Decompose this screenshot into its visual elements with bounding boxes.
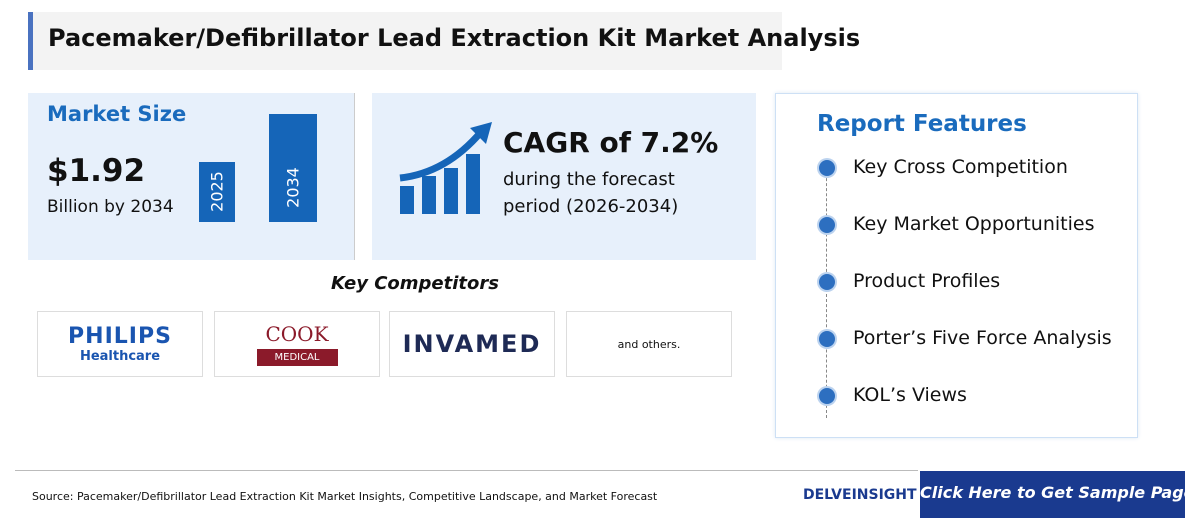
feature: Product Profiles xyxy=(853,270,1001,292)
feature: Key Cross Competition xyxy=(853,156,1068,178)
sample-button[interactable]: Click Here to Get Sample Page xyxy=(920,471,1195,518)
features-panel xyxy=(775,93,1138,438)
brand: DELVEINSIGHT xyxy=(803,487,917,503)
bar xyxy=(269,114,317,222)
bullet xyxy=(819,274,835,290)
cagr-text: during the forecast xyxy=(503,169,675,190)
title: Pacemaker/Defibrillator Lead Extraction … xyxy=(48,24,861,52)
logo-text: MEDICAL xyxy=(256,349,338,366)
market-size-unit: Billion by 2034 xyxy=(47,197,174,217)
title-box xyxy=(28,12,782,70)
logo-text: and others. xyxy=(617,337,681,351)
market-size-heading: Market Size xyxy=(47,102,187,126)
connector xyxy=(826,168,827,418)
feature: KOL’s Views xyxy=(853,384,967,406)
logo: and others. xyxy=(566,311,732,377)
bullet xyxy=(819,217,835,233)
bar-label: 2034 xyxy=(283,167,303,208)
growth-icon xyxy=(399,122,492,214)
logo-text: COOK xyxy=(265,322,329,346)
feature: Key Market Opportunities xyxy=(853,213,1095,235)
logo-text: PHILIPS xyxy=(68,324,172,349)
bullet xyxy=(819,388,835,404)
features-heading: Report Features xyxy=(817,111,1027,137)
bar xyxy=(199,162,235,222)
footer-line xyxy=(15,470,918,471)
bullet xyxy=(819,160,835,176)
market-size-value: $1.92 xyxy=(47,153,146,189)
logo: PHILIPS Healthcare xyxy=(37,311,203,377)
cagr-heading: CAGR of 7.2% xyxy=(503,126,719,159)
cagr-text: period (2026-2034) xyxy=(503,196,679,217)
bullet xyxy=(819,331,835,347)
feature: Porter’s Five Force Analysis xyxy=(853,327,1112,349)
bar-label: 2025 xyxy=(207,171,227,212)
competitors-heading: Key Competitors xyxy=(331,273,499,294)
logo-text: Healthcare xyxy=(79,349,161,364)
logo: INVAMED xyxy=(389,311,555,377)
source: Source: Pacemaker/Defibrillator Lead Ext… xyxy=(32,490,658,503)
logo: COOK MEDICAL xyxy=(214,311,380,377)
logo-text: INVAMED xyxy=(402,330,542,358)
